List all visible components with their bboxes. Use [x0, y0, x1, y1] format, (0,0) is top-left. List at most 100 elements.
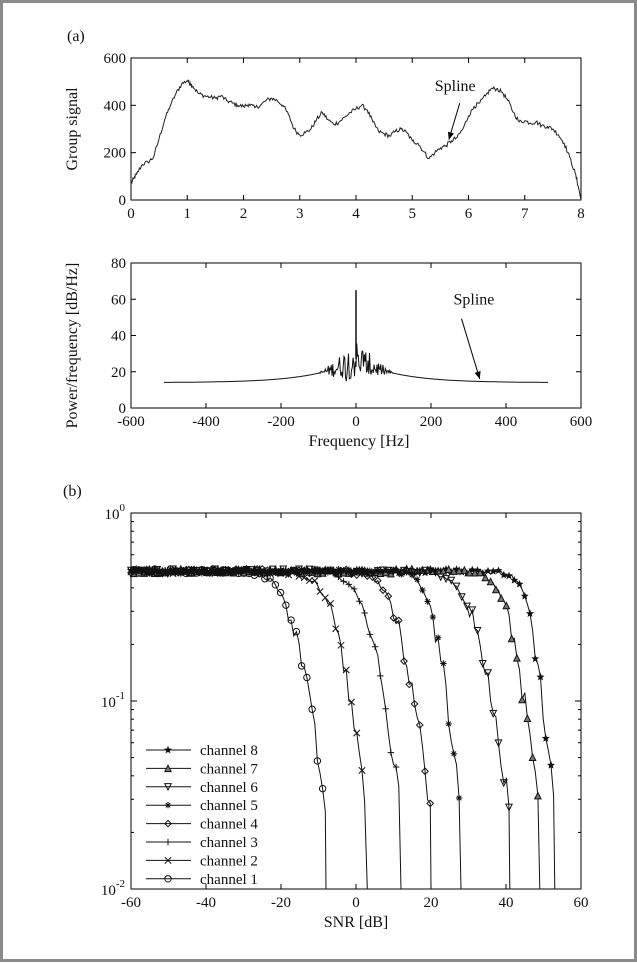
- data-point: [494, 739, 503, 748]
- data-point: [303, 673, 311, 682]
- data-point: [455, 566, 464, 575]
- data-point: [326, 600, 335, 608]
- series-line: [130, 568, 327, 890]
- data-point: [379, 586, 387, 595]
- data-point: [436, 573, 445, 582]
- y-tick-label: 20: [111, 365, 126, 381]
- x-tick-label: 4: [352, 206, 360, 222]
- x-tick-label: -60: [121, 895, 141, 911]
- x-tick-label: 200: [420, 414, 443, 430]
- x-tick-label: 0: [127, 206, 135, 222]
- x-axis-label: SNR [dB]: [324, 914, 388, 931]
- data-point: [371, 568, 379, 575]
- legend-marker: [163, 783, 173, 792]
- data-point: [250, 571, 259, 579]
- series-channel-6: [126, 565, 514, 890]
- y-axis-label: Group signal: [64, 87, 81, 171]
- data-point: [489, 567, 498, 575]
- data-point: [342, 666, 350, 674]
- data-point: [518, 695, 527, 704]
- data-point: [295, 572, 303, 580]
- panel-label-b: (b): [63, 483, 82, 500]
- data-point: [429, 613, 437, 621]
- data-point: [403, 569, 410, 576]
- legend-label: channel 3: [200, 835, 258, 851]
- data-point: [276, 588, 285, 597]
- x-tick-label: 1: [184, 206, 192, 222]
- data-point: [284, 571, 293, 579]
- data-point: [510, 576, 519, 584]
- data-point: [462, 602, 472, 611]
- data-point: [523, 713, 532, 722]
- x-tick-label: 60: [574, 895, 589, 911]
- data-point: [356, 598, 363, 605]
- legend-label: channel 4: [200, 817, 258, 833]
- data-point: [305, 576, 314, 585]
- data-point: [371, 643, 379, 651]
- y-tick-label: 10-2: [101, 878, 125, 899]
- x-tick-label: 20: [424, 895, 439, 911]
- series-line: [130, 568, 432, 890]
- power-spectrum-chart: -600 -400 -200 0 200 400 600 0 20 40 60 80 Power/fre…: [64, 256, 592, 450]
- data-point: [483, 669, 493, 678]
- data-point: [426, 564, 435, 573]
- data-point: [129, 565, 138, 574]
- data-point: [198, 565, 206, 574]
- spline-annotation: Spline: [454, 292, 495, 309]
- data-point: [455, 794, 463, 802]
- y-tick-label: 40: [111, 329, 126, 345]
- data-point: [400, 657, 408, 666]
- data-point: [494, 566, 503, 574]
- data-point: [447, 576, 456, 585]
- data-point: [347, 698, 356, 706]
- data-point: [419, 586, 426, 594]
- data-point: [177, 567, 185, 576]
- data-point: [526, 609, 534, 617]
- legend-marker: [164, 838, 172, 846]
- data-point: [415, 721, 424, 729]
- data-point: [499, 570, 508, 579]
- x-tick-label: -40: [196, 895, 216, 911]
- data-point: [352, 571, 361, 579]
- data-point: [387, 567, 395, 575]
- x-tick-label: -600: [117, 414, 145, 430]
- data-point: [171, 567, 180, 576]
- data-point: [329, 569, 337, 577]
- data-point: [318, 784, 327, 793]
- x-tick-label: 400: [495, 414, 518, 430]
- legend-label: channel 2: [200, 853, 258, 869]
- series-channel-7: [129, 564, 542, 890]
- data-point: [140, 568, 148, 576]
- data-point: [382, 566, 389, 573]
- data-point: [445, 720, 452, 728]
- data-point: [150, 565, 159, 573]
- data-point: [368, 573, 377, 582]
- data-point: [465, 568, 474, 577]
- data-point: [335, 573, 342, 581]
- data-point: [282, 601, 290, 609]
- data-point: [533, 791, 542, 800]
- data-point: [481, 573, 490, 582]
- data-point: [452, 582, 461, 591]
- y-tick-label: 400: [104, 98, 127, 114]
- data-point: [470, 568, 479, 577]
- data-point: [352, 565, 361, 574]
- data-point: [434, 634, 442, 641]
- data-point: [353, 729, 361, 737]
- y-tick-label: 10-1: [101, 690, 125, 711]
- data-point: [224, 566, 232, 575]
- data-point: [350, 569, 358, 577]
- data-point: [426, 799, 435, 808]
- data-point: [405, 680, 414, 689]
- data-point: [311, 577, 319, 585]
- data-point: [499, 779, 508, 788]
- series-line: [130, 568, 556, 890]
- legend-marker: [164, 875, 172, 883]
- series-channel-5: [130, 565, 463, 890]
- data-point: [484, 566, 492, 575]
- data-point: [297, 662, 306, 670]
- legend-label: channel 5: [200, 798, 258, 814]
- data-point: [274, 568, 282, 576]
- legend-marker: [164, 745, 172, 754]
